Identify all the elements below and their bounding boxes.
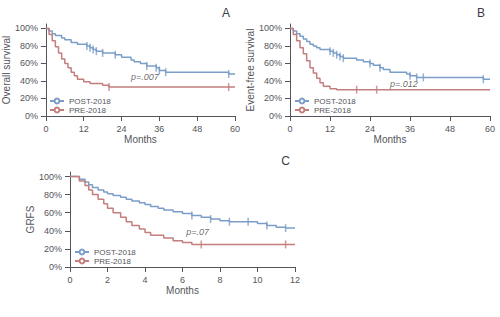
svg-text:12: 12 xyxy=(290,275,300,285)
svg-text:100%: 100% xyxy=(15,23,38,33)
svg-text:36: 36 xyxy=(154,124,164,134)
svg-text:0%: 0% xyxy=(49,262,62,272)
svg-text:0: 0 xyxy=(43,124,48,134)
svg-text:60%: 60% xyxy=(20,58,38,68)
svg-text:C: C xyxy=(281,154,290,168)
svg-text:0: 0 xyxy=(67,275,72,285)
svg-text:PRE-2018: PRE-2018 xyxy=(69,106,106,115)
svg-text:0%: 0% xyxy=(25,111,38,121)
svg-text:PRE-2018: PRE-2018 xyxy=(314,106,351,115)
svg-text:Event-free survival: Event-free survival xyxy=(245,29,256,112)
svg-text:24: 24 xyxy=(117,124,127,134)
svg-text:0: 0 xyxy=(287,124,292,134)
svg-text:40%: 40% xyxy=(264,76,282,86)
svg-text:100%: 100% xyxy=(39,172,62,182)
svg-text:Overall survival: Overall survival xyxy=(1,36,12,104)
svg-text:24: 24 xyxy=(365,124,375,134)
svg-text:POST-2018: POST-2018 xyxy=(69,97,111,106)
svg-text:B: B xyxy=(477,6,485,20)
svg-text:60: 60 xyxy=(230,124,240,134)
svg-text:60: 60 xyxy=(485,124,495,134)
svg-text:p=.07: p=.07 xyxy=(185,227,210,237)
svg-text:40%: 40% xyxy=(20,76,38,86)
svg-text:60%: 60% xyxy=(264,58,282,68)
svg-text:GRFS: GRFS xyxy=(25,205,36,233)
svg-text:Months: Months xyxy=(166,285,199,296)
svg-text:36: 36 xyxy=(405,124,415,134)
svg-text:2: 2 xyxy=(105,275,110,285)
svg-text:48: 48 xyxy=(445,124,455,134)
svg-text:POST-2018: POST-2018 xyxy=(94,248,136,257)
svg-text:20%: 20% xyxy=(20,93,38,103)
svg-text:6: 6 xyxy=(180,275,185,285)
svg-text:80%: 80% xyxy=(44,190,62,200)
svg-text:20%: 20% xyxy=(44,244,62,254)
svg-text:100%: 100% xyxy=(259,23,282,33)
svg-text:p=.012: p=.012 xyxy=(389,79,418,89)
svg-text:20%: 20% xyxy=(264,93,282,103)
svg-text:4: 4 xyxy=(142,275,147,285)
svg-text:A: A xyxy=(222,6,230,20)
svg-text:80%: 80% xyxy=(264,41,282,51)
svg-text:Months: Months xyxy=(124,134,157,145)
svg-text:Months: Months xyxy=(374,134,407,145)
svg-text:0%: 0% xyxy=(269,111,282,121)
svg-text:POST-2018: POST-2018 xyxy=(314,97,356,106)
svg-text:12: 12 xyxy=(325,124,335,134)
svg-text:40%: 40% xyxy=(44,226,62,236)
svg-text:10: 10 xyxy=(252,275,262,285)
svg-text:60%: 60% xyxy=(44,208,62,218)
svg-text:PRE-2018: PRE-2018 xyxy=(94,257,131,266)
svg-text:48: 48 xyxy=(192,124,202,134)
svg-text:80%: 80% xyxy=(20,41,38,51)
svg-text:8: 8 xyxy=(217,275,222,285)
svg-text:12: 12 xyxy=(79,124,89,134)
svg-text:p=.007: p=.007 xyxy=(130,72,160,82)
